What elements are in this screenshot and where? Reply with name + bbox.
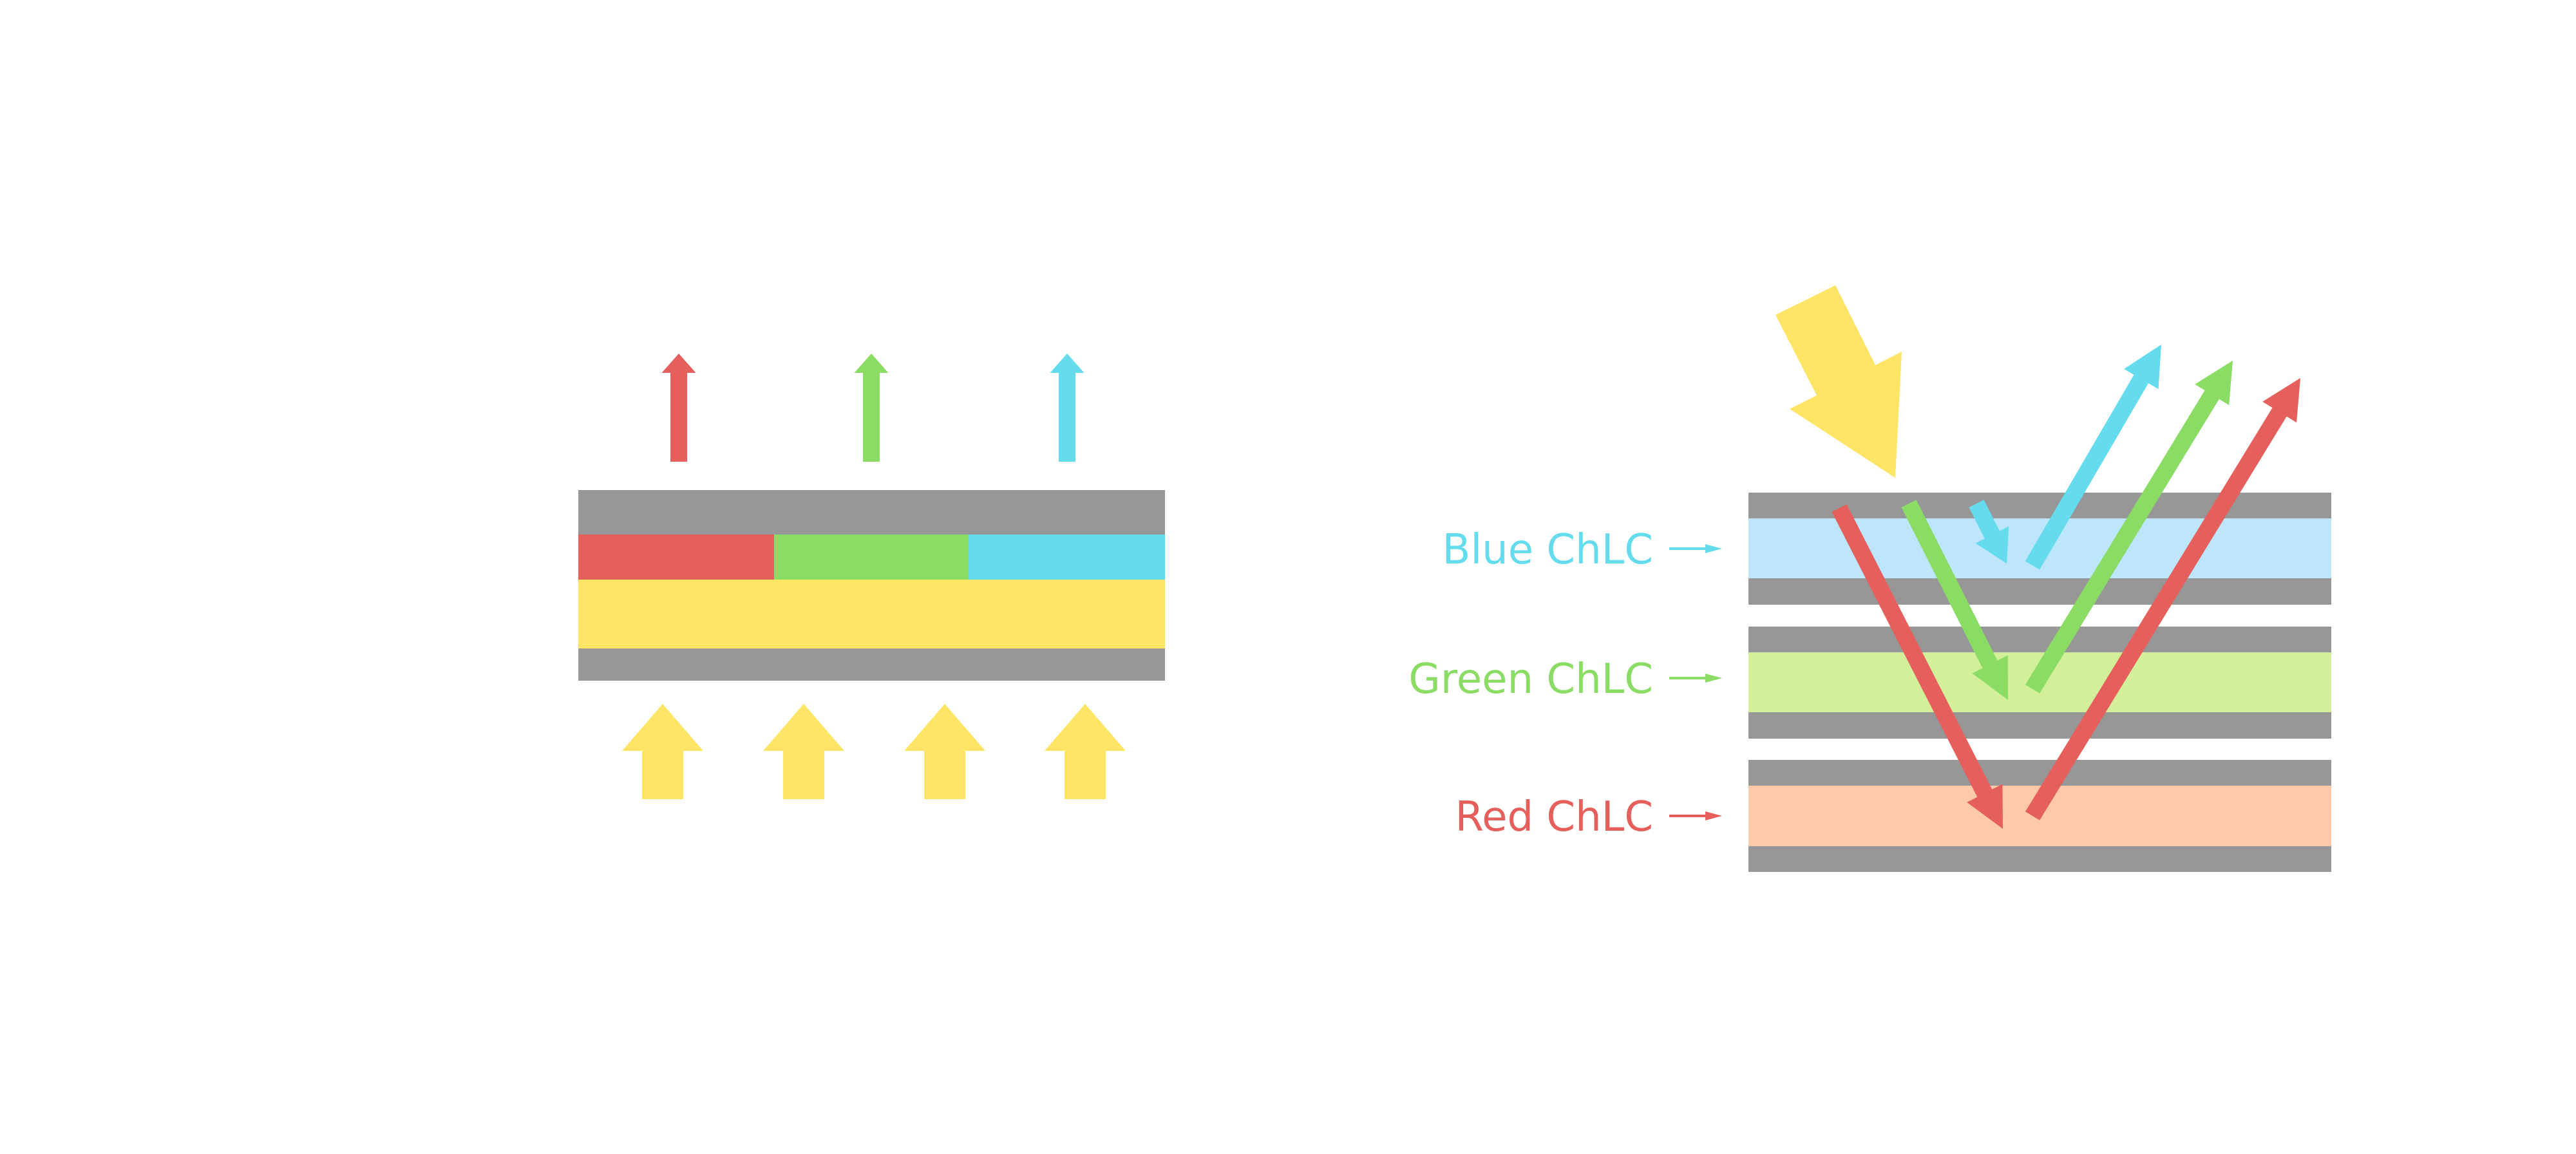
green-chlc-label: Green ChLC [1408,656,1653,703]
red-label-pointer [1669,811,1722,820]
layer-labels: Blue ChLC Green ChLC Red ChLC [1408,526,1653,841]
red-output-arrow [661,354,696,462]
backlight-arrow [763,704,844,799]
red-filter [578,534,774,580]
red-top-substrate [1748,760,2331,786]
blue-bottom-substrate [1748,578,2331,605]
green-output-arrow [854,354,889,462]
green-filter [774,534,969,580]
blue-chlc-label: Blue ChLC [1442,526,1653,574]
blue-label-pointer [1669,544,1722,553]
left-stack [578,490,1165,681]
green-top-substrate [1748,627,2331,652]
label-arrows [1669,544,1722,820]
blue-incident-arrow [1969,500,2009,563]
red-incident-arrow [1832,504,2003,829]
red-bottom-substrate [1748,846,2331,872]
blue-filter [969,534,1165,580]
backlight-arrow [1045,704,1126,799]
green-incident-arrow [1901,500,2008,700]
green-bottom-substrate [1748,712,2331,739]
blue-reflected-arrow [2025,345,2161,570]
backlight-arrow [904,704,985,799]
green-reflected-arrow [2025,361,2233,694]
left-arrows [622,354,1126,799]
red-chlc-label: Red ChLC [1455,793,1653,841]
blue-output-arrow [1050,354,1084,462]
backlight-arrow [622,704,703,799]
green-label-pointer [1669,674,1722,683]
red-reflected-arrow [2025,378,2300,820]
backlight-layer [578,580,1165,648]
incident-light-arrow [1776,285,1902,478]
bottom-substrate [578,648,1165,681]
right-arrows [1832,345,2300,829]
top-substrate [578,490,1165,534]
